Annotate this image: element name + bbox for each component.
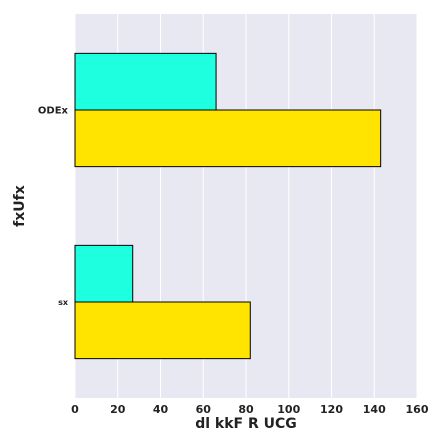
y-tick-label: sx xyxy=(58,298,69,307)
bars xyxy=(74,52,382,360)
x-tick-label: 40 xyxy=(153,403,169,416)
bar xyxy=(74,52,217,111)
x-tick-label: 140 xyxy=(363,403,386,416)
x-tick-label: 80 xyxy=(238,403,254,416)
y-tick-label: ODEx xyxy=(38,106,69,117)
x-tick-label: 0 xyxy=(71,403,79,416)
y-tick-labels: ODEx sx xyxy=(38,106,69,307)
x-tick-labels: 0 20 40 60 80 100 120 140 160 xyxy=(71,403,429,416)
x-tick-label: 100 xyxy=(277,403,300,416)
x-tick-label: 60 xyxy=(196,403,212,416)
y-axis-title: fxUfx xyxy=(12,185,28,227)
bar xyxy=(74,301,251,360)
bar xyxy=(74,244,134,303)
bar xyxy=(74,109,382,168)
x-tick-label: 120 xyxy=(320,403,343,416)
x-tick-label: 160 xyxy=(406,403,429,416)
x-tick-label: 20 xyxy=(110,403,126,416)
x-axis-title: dl kkF R UCG xyxy=(195,416,297,432)
